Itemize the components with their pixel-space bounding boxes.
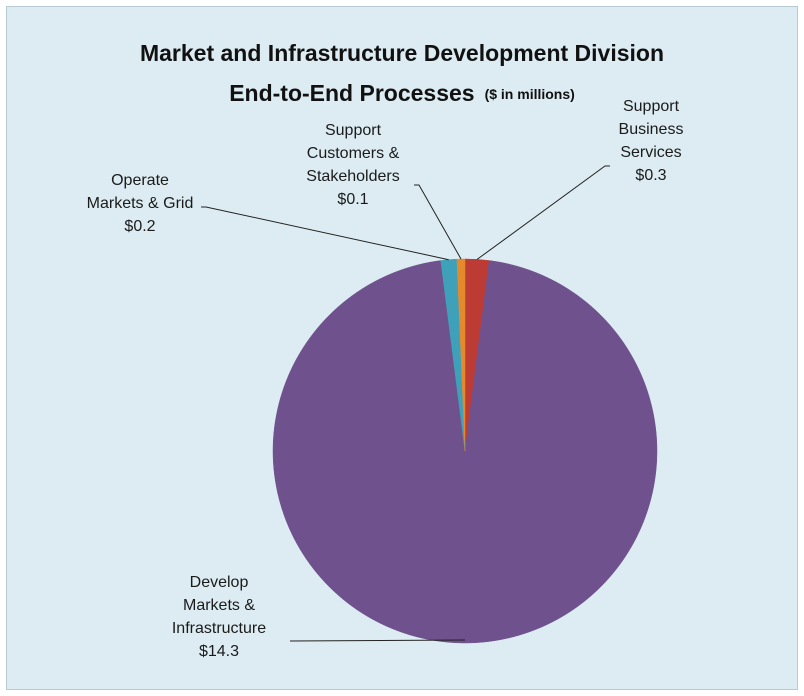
data-label-line: Operate [111,172,169,189]
chart-title-line1: Market and Infrastructure Development Di… [139,40,664,66]
leader-line [201,206,449,261]
data-label: Support Customers & Stakeholders $0.1 [306,122,399,208]
pie-chart: Develop Markets & Infrastructure $14.3 Opera… [87,98,684,660]
leader-line [414,184,462,260]
leader-line [476,165,610,260]
data-label-line: Infrastructure [172,620,266,637]
data-label-line: $0.2 [124,218,155,235]
data-label-line: Support [623,98,680,115]
leader-line [289,639,466,642]
data-label-line: Develop [190,574,249,591]
data-label-line: Services [620,144,681,161]
chart-title: Market and Infrastructure Development Di… [7,37,797,69]
chart-subtitle: ($ in millions) [484,86,575,102]
data-label: Develop Markets & Infrastructure $14.3 [172,574,266,660]
chart-frame: Market and Infrastructure Development Di… [6,6,798,690]
chart-title-line2: End-to-End Processes [229,80,475,106]
data-label-line: Business [619,121,684,138]
pie-slice-support-customers-stakeholders [456,258,466,452]
data-label-line: Support [325,122,382,139]
pie-slice-develop-markets-infrastructure [272,260,658,644]
data-label: Operate Markets & Grid $0.2 [87,172,194,235]
data-label-line: $14.3 [199,643,239,660]
data-label-line: Customers & [307,145,400,162]
data-label-line: Markets & [183,597,255,614]
data-label-line: Stakeholders [306,168,399,185]
chart-title-second-line: End-to-End Processes ($ in millions) [7,77,797,110]
data-label: Support Business Services $0.3 [619,98,684,184]
data-label-line: Markets & Grid [87,195,194,212]
data-label-line: $0.3 [635,167,666,184]
data-label-line: $0.1 [337,191,368,208]
